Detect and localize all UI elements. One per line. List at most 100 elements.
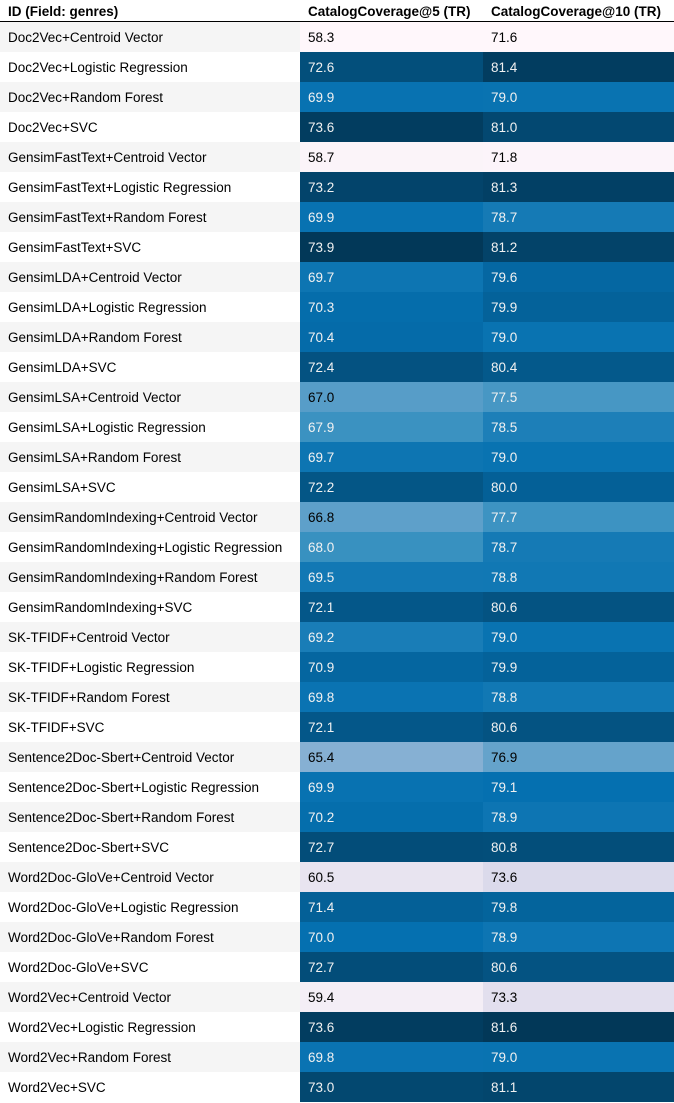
header-catalog-coverage-10: CatalogCoverage@10 (TR) xyxy=(483,0,674,22)
catalog-coverage-5-cell: 69.5 xyxy=(300,562,483,592)
catalog-coverage-5-cell: 69.8 xyxy=(300,1042,483,1072)
catalog-coverage-5-cell: 70.0 xyxy=(300,922,483,952)
catalog-coverage-5-cell: 70.9 xyxy=(300,652,483,682)
table-body: Doc2Vec+Centroid Vector 58.3 71.6 Doc2Vec+L… xyxy=(0,21,674,1102)
row-id-cell: Doc2Vec+Centroid Vector xyxy=(0,21,300,52)
catalog-coverage-5-cell: 58.7 xyxy=(300,142,483,172)
catalog-coverage-10-cell: 71.8 xyxy=(483,142,674,172)
catalog-coverage-5-cell: 72.7 xyxy=(300,952,483,982)
table-row: GensimFastText+SVC 73.9 81.2 xyxy=(0,232,674,262)
row-id-cell: GensimLDA+SVC xyxy=(0,352,300,382)
catalog-coverage-10-cell: 81.0 xyxy=(483,112,674,142)
table-row: Doc2Vec+Random Forest 69.9 79.0 xyxy=(0,82,674,112)
row-id-cell: GensimLSA+Logistic Regression xyxy=(0,412,300,442)
table-row: Sentence2Doc-Sbert+Centroid Vector 65.4 76… xyxy=(0,742,674,772)
table-row: Doc2Vec+SVC 73.6 81.0 xyxy=(0,112,674,142)
catalog-coverage-10-cell: 80.0 xyxy=(483,472,674,502)
table-row: Doc2Vec+Logistic Regression 72.6 81.4 xyxy=(0,52,674,82)
table-row: SK-TFIDF+Random Forest 69.8 78.8 xyxy=(0,682,674,712)
catalog-coverage-5-cell: 72.2 xyxy=(300,472,483,502)
catalog-coverage-5-cell: 73.6 xyxy=(300,1012,483,1042)
header-catalog-coverage-5: CatalogCoverage@5 (TR) xyxy=(300,0,483,22)
row-id-cell: GensimFastText+Centroid Vector xyxy=(0,142,300,172)
catalog-coverage-5-cell: 72.4 xyxy=(300,352,483,382)
table-row: GensimLDA+Logistic Regression 70.3 79.9 xyxy=(0,292,674,322)
catalog-coverage-10-cell: 78.5 xyxy=(483,412,674,442)
table-row: GensimRandomIndexing+Logistic Regression… xyxy=(0,532,674,562)
catalog-coverage-10-cell: 79.0 xyxy=(483,322,674,352)
catalog-coverage-5-cell: 58.3 xyxy=(300,21,483,52)
catalog-coverage-5-cell: 69.9 xyxy=(300,772,483,802)
catalog-coverage-5-cell: 73.6 xyxy=(300,112,483,142)
row-id-cell: Word2Vec+SVC xyxy=(0,1072,300,1102)
table-row: GensimLSA+Centroid Vector 67.0 77.5 xyxy=(0,382,674,412)
table-row: Sentence2Doc-Sbert+Random Forest 70.2 78.9 xyxy=(0,802,674,832)
table-row: Sentence2Doc-Sbert+SVC 72.7 80.8 xyxy=(0,832,674,862)
catalog-coverage-5-cell: 69.2 xyxy=(300,622,483,652)
table-row: SK-TFIDF+Centroid Vector 69.2 79.0 xyxy=(0,622,674,652)
table-row: SK-TFIDF+Logistic Regression 70.9 79.9 xyxy=(0,652,674,682)
table-row: GensimRandomIndexing+Centroid Vector 66.8… xyxy=(0,502,674,532)
catalog-coverage-10-cell: 77.7 xyxy=(483,502,674,532)
table-row: GensimLSA+Logistic Regression 67.9 78.5 xyxy=(0,412,674,442)
catalog-coverage-10-cell: 80.8 xyxy=(483,832,674,862)
catalog-coverage-5-cell: 72.1 xyxy=(300,592,483,622)
table-row: GensimLDA+SVC 72.4 80.4 xyxy=(0,352,674,382)
row-id-cell: Sentence2Doc-Sbert+Logistic Regression xyxy=(0,772,300,802)
catalog-coverage-10-cell: 79.6 xyxy=(483,262,674,292)
header-row: ID (Field: genres) CatalogCoverage@5 (TR… xyxy=(0,0,674,22)
row-id-cell: GensimRandomIndexing+Logistic Regression xyxy=(0,532,300,562)
catalog-coverage-10-cell: 79.0 xyxy=(483,442,674,472)
catalog-coverage-10-cell: 81.1 xyxy=(483,1072,674,1102)
row-id-cell: GensimFastText+Random Forest xyxy=(0,202,300,232)
catalog-coverage-5-cell: 73.2 xyxy=(300,172,483,202)
catalog-coverage-5-cell: 59.4 xyxy=(300,982,483,1012)
row-id-cell: Doc2Vec+SVC xyxy=(0,112,300,142)
row-id-cell: Doc2Vec+Random Forest xyxy=(0,82,300,112)
catalog-coverage-10-cell: 73.3 xyxy=(483,982,674,1012)
table-row: Word2Vec+Logistic Regression 73.6 81.6 xyxy=(0,1012,674,1042)
row-id-cell: GensimFastText+Logistic Regression xyxy=(0,172,300,202)
table-row: GensimFastText+Centroid Vector 58.7 71.8 xyxy=(0,142,674,172)
catalog-coverage-5-cell: 70.2 xyxy=(300,802,483,832)
header-id: ID (Field: genres) xyxy=(0,0,300,22)
catalog-coverage-10-cell: 80.4 xyxy=(483,352,674,382)
catalog-coverage-10-cell: 78.8 xyxy=(483,682,674,712)
table-header: ID (Field: genres) CatalogCoverage@5 (TR… xyxy=(0,0,674,22)
catalog-coverage-5-cell: 66.8 xyxy=(300,502,483,532)
catalog-coverage-10-cell: 77.5 xyxy=(483,382,674,412)
row-id-cell: Word2Vec+Logistic Regression xyxy=(0,1012,300,1042)
table-row: Sentence2Doc-Sbert+Logistic Regression 69… xyxy=(0,772,674,802)
catalog-coverage-10-cell: 78.8 xyxy=(483,562,674,592)
catalog-coverage-10-cell: 79.9 xyxy=(483,652,674,682)
catalog-coverage-10-cell: 78.9 xyxy=(483,802,674,832)
row-id-cell: GensimLDA+Centroid Vector xyxy=(0,262,300,292)
catalog-coverage-5-cell: 69.9 xyxy=(300,82,483,112)
catalog-coverage-5-cell: 65.4 xyxy=(300,742,483,772)
catalog-coverage-10-cell: 79.0 xyxy=(483,82,674,112)
row-id-cell: Word2Vec+Centroid Vector xyxy=(0,982,300,1012)
row-id-cell: GensimRandomIndexing+Random Forest xyxy=(0,562,300,592)
row-id-cell: SK-TFIDF+Centroid Vector xyxy=(0,622,300,652)
table-row: GensimLDA+Centroid Vector 69.7 79.6 xyxy=(0,262,674,292)
catalog-coverage-10-cell: 79.0 xyxy=(483,622,674,652)
row-id-cell: Word2Doc-GloVe+Random Forest xyxy=(0,922,300,952)
catalog-coverage-10-cell: 80.6 xyxy=(483,712,674,742)
catalog-coverage-5-cell: 72.1 xyxy=(300,712,483,742)
table-row: GensimRandomIndexing+Random Forest 69.5 78… xyxy=(0,562,674,592)
row-id-cell: GensimRandomIndexing+Centroid Vector xyxy=(0,502,300,532)
catalog-coverage-10-cell: 79.0 xyxy=(483,1042,674,1072)
table-row: Word2Doc-GloVe+SVC 72.7 80.6 xyxy=(0,952,674,982)
table-row: GensimLSA+Random Forest 69.7 79.0 xyxy=(0,442,674,472)
row-id-cell: Word2Doc-GloVe+SVC xyxy=(0,952,300,982)
catalog-coverage-5-cell: 69.9 xyxy=(300,202,483,232)
catalog-coverage-10-cell: 78.7 xyxy=(483,202,674,232)
catalog-coverage-10-cell: 81.4 xyxy=(483,52,674,82)
catalog-coverage-10-cell: 79.1 xyxy=(483,772,674,802)
row-id-cell: Sentence2Doc-Sbert+Centroid Vector xyxy=(0,742,300,772)
catalog-coverage-5-cell: 60.5 xyxy=(300,862,483,892)
catalog-coverage-10-cell: 80.6 xyxy=(483,592,674,622)
table-row: GensimLDA+Random Forest 70.4 79.0 xyxy=(0,322,674,352)
table-row: Word2Doc-GloVe+Centroid Vector 60.5 73.6 xyxy=(0,862,674,892)
